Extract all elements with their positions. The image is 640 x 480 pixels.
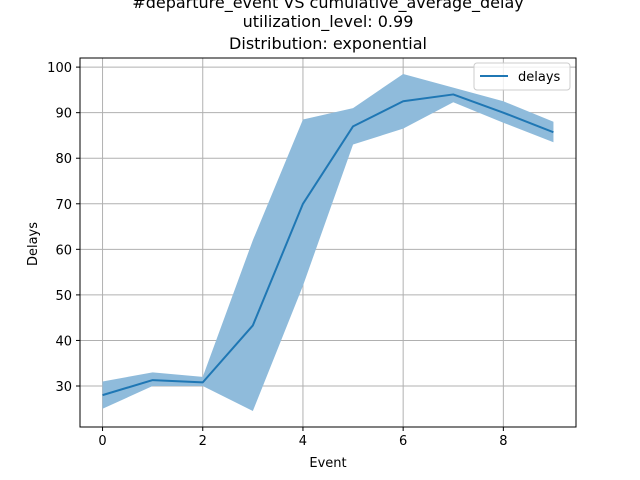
x-axis-ticks: 0 2 4 6 8 bbox=[98, 427, 507, 449]
y-tick-label: 50 bbox=[55, 289, 72, 304]
y-tick-label: 80 bbox=[55, 152, 72, 167]
y-axis-label: Delays bbox=[26, 222, 41, 266]
y-axis-ticks: 30 40 50 60 70 80 90 100 bbox=[47, 61, 80, 395]
chart-title-line-1: #departure_event VS cumulative_average_d… bbox=[132, 0, 523, 13]
y-tick-label: 90 bbox=[55, 107, 72, 122]
y-tick-label: 70 bbox=[55, 198, 72, 213]
plot-frame bbox=[79, 57, 577, 428]
y-tick-label: 40 bbox=[55, 334, 72, 349]
x-tick-label: 0 bbox=[98, 434, 106, 449]
x-tick-label: 8 bbox=[499, 434, 507, 449]
x-tick-label: 2 bbox=[199, 434, 207, 449]
x-axis-label: Event bbox=[309, 456, 346, 471]
chart-title-line-3: Distribution: exponential bbox=[229, 34, 427, 53]
chart-title: #departure_event VS cumulative_average_d… bbox=[132, 0, 523, 53]
confidence-band-layer bbox=[102, 73, 554, 412]
legend-box bbox=[473, 62, 571, 91]
x-tick-label: 6 bbox=[399, 434, 407, 449]
series-line-layer bbox=[102, 93, 554, 397]
confidence-band bbox=[102, 73, 554, 412]
chart-title-line-2: utilization_level: 0.99 bbox=[243, 12, 414, 32]
x-tick-label: 4 bbox=[299, 434, 307, 449]
y-tick-label: 100 bbox=[47, 61, 72, 76]
series-line bbox=[102, 93, 554, 397]
y-tick-label: 60 bbox=[55, 243, 72, 258]
legend-label: delays bbox=[518, 70, 561, 85]
y-tick-label: 30 bbox=[55, 380, 72, 395]
legend: delays bbox=[473, 62, 571, 91]
